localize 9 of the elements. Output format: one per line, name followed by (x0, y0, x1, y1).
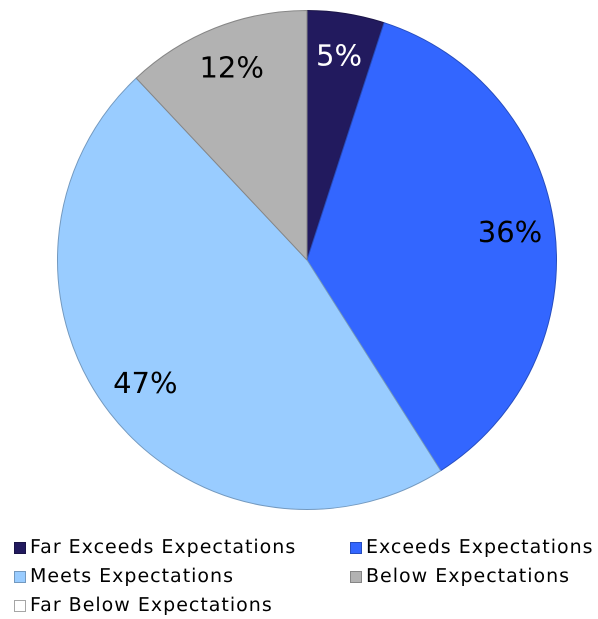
legend-label: Below Expectations (366, 565, 570, 588)
legend-label: Exceeds Expectations (366, 536, 594, 559)
legend-label: Meets Expectations (30, 565, 234, 588)
legend-label: Far Exceeds Expectations (30, 536, 296, 559)
data-label: 47% (113, 366, 178, 400)
data-label: 12% (199, 50, 264, 84)
legend-label: Far Below Expectations (30, 594, 273, 617)
data-label: 5% (316, 38, 362, 72)
data-label: 36% (478, 214, 542, 249)
